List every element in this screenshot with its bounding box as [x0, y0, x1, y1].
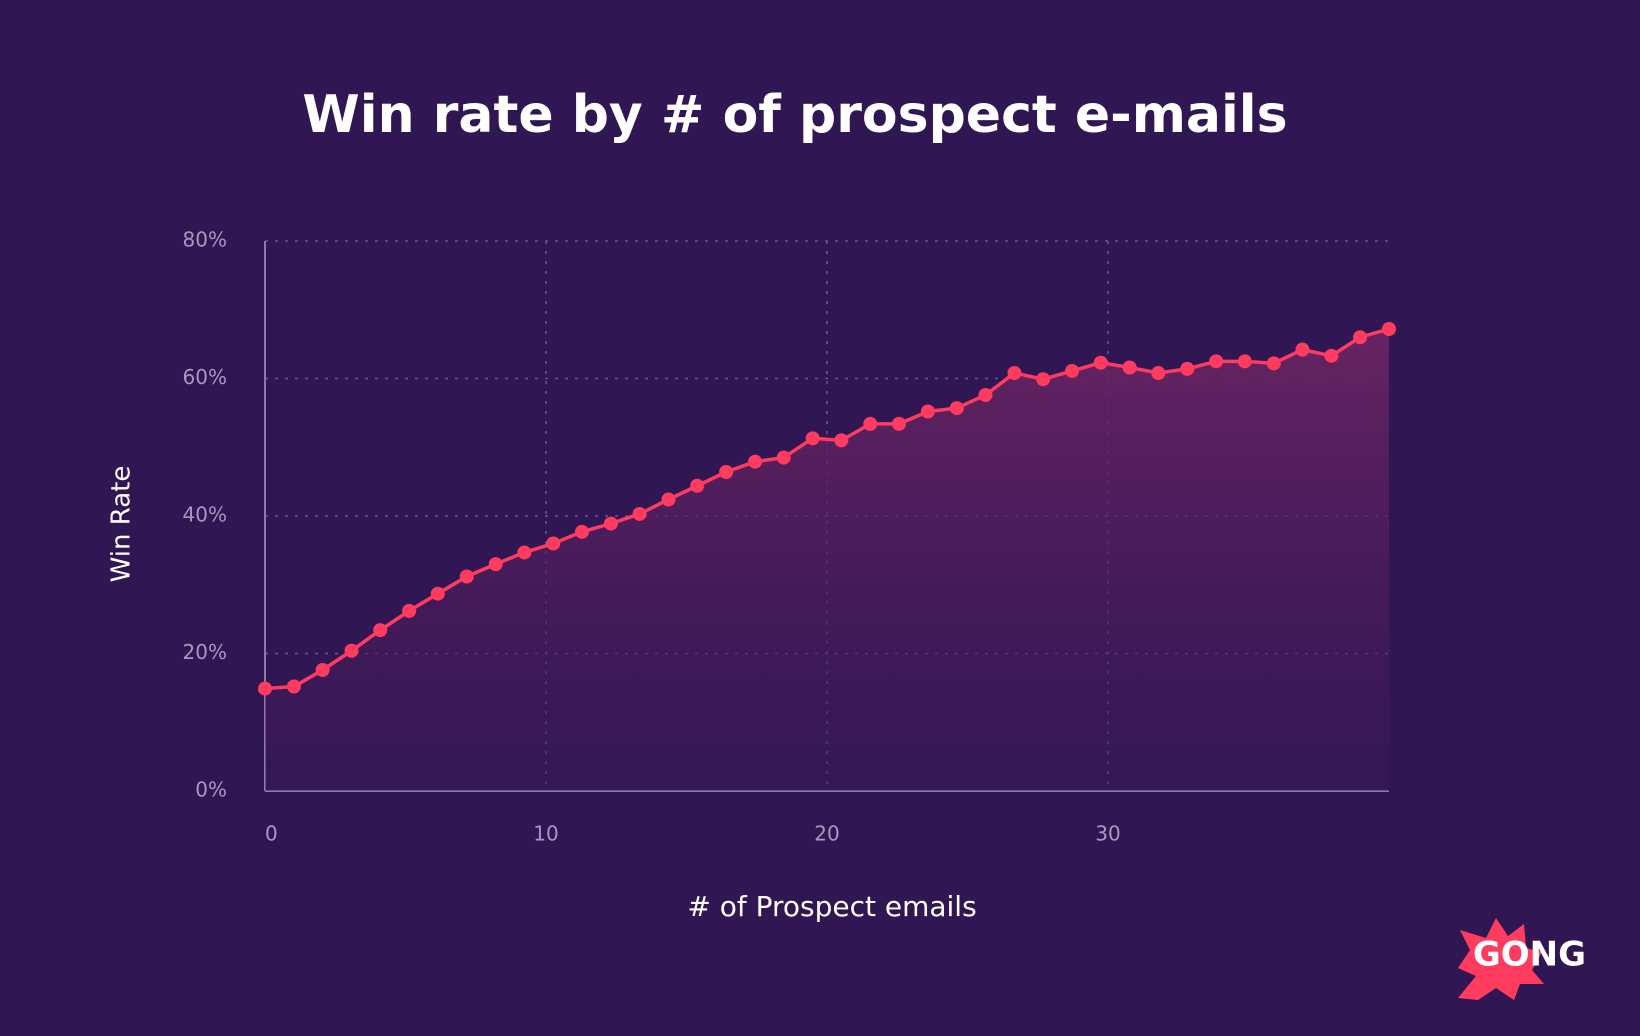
point	[286, 679, 301, 694]
point	[1353, 330, 1368, 345]
point	[1093, 355, 1108, 370]
logo-burst	[1458, 918, 1544, 1000]
point	[1382, 322, 1396, 336]
point	[834, 433, 849, 448]
point	[546, 536, 561, 551]
point	[719, 465, 734, 479]
point	[1266, 356, 1281, 371]
point	[748, 454, 763, 469]
x-tick-label: 0	[265, 822, 278, 846]
point	[1122, 360, 1137, 375]
y-axis-label: Win Rate	[107, 466, 137, 583]
point	[863, 416, 878, 431]
point	[344, 643, 359, 658]
point	[978, 388, 993, 402]
line	[264, 327, 1390, 691]
point	[1295, 342, 1310, 357]
y-tick-label: 80%	[183, 228, 227, 252]
point	[632, 506, 647, 521]
point	[517, 545, 532, 560]
point	[1237, 354, 1252, 369]
point	[690, 478, 705, 493]
point	[1036, 372, 1051, 387]
point	[1007, 366, 1022, 380]
point	[315, 663, 330, 677]
logo: GONG	[1458, 918, 1586, 1000]
point	[373, 623, 388, 638]
y-tick-label: 0%	[195, 778, 227, 802]
chart-title: Win rate by # of prospect e-mails	[302, 85, 1287, 145]
point	[1209, 354, 1224, 369]
point	[402, 603, 417, 618]
point	[776, 450, 791, 465]
point	[1151, 366, 1166, 380]
x-tick-label: 30	[1095, 822, 1120, 846]
y-tick-label: 60%	[183, 365, 227, 389]
point	[891, 416, 906, 431]
point	[920, 404, 935, 419]
point	[430, 586, 445, 601]
x-tick-label: 10	[533, 822, 558, 846]
x-axis-label: # of Prospect emails	[687, 890, 976, 923]
point	[949, 401, 964, 416]
point	[1065, 363, 1080, 378]
area	[265, 329, 1389, 791]
point	[661, 492, 676, 507]
y-tick-label: 40%	[183, 503, 227, 527]
point	[459, 569, 474, 584]
point	[1180, 361, 1195, 376]
logo-text: GONG	[1473, 935, 1586, 975]
point	[258, 681, 272, 696]
y-tick-label: 20%	[183, 640, 227, 664]
point	[488, 557, 503, 572]
point	[574, 524, 589, 539]
x-tick-label: 20	[814, 822, 839, 846]
point	[603, 516, 618, 531]
point	[805, 431, 820, 446]
point	[1324, 348, 1339, 363]
